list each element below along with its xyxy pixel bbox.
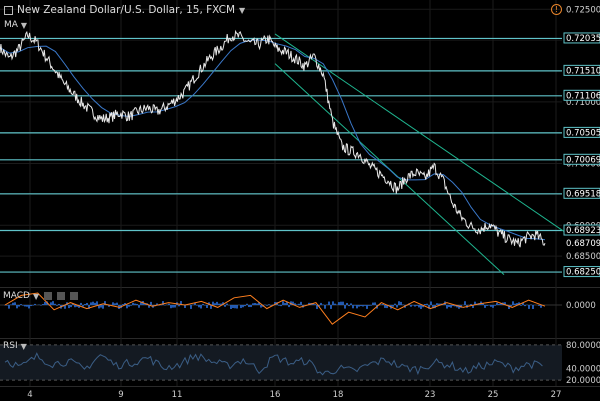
x-tick-label: 9 [118,390,123,400]
chart-header: New Zealand Dollar/U.S. Dollar, 15, FXCM… [4,4,245,16]
macd-chevron-down-icon[interactable]: ▼ [32,291,40,301]
macd-close-icon[interactable] [70,292,79,300]
x-tick-label: 23 [425,390,436,400]
macd-label[interactable]: MACD [3,291,30,301]
x-tick-label: 4 [27,390,32,400]
rsi-label[interactable]: RSI [3,341,18,351]
alert-icon[interactable]: ! [551,4,562,15]
rsi-line [4,352,543,376]
level-label: 0.68923 [566,226,600,236]
price-tick-label: 0.72500 [566,5,600,15]
price-series [0,29,546,248]
chevron-down-icon[interactable]: ▼ [239,5,246,15]
macd-line [4,292,546,325]
level-label: 0.71106 [566,91,600,101]
panel-separators [0,287,600,387]
ma-label[interactable]: MA [4,20,18,30]
rsi-panel [0,344,562,381]
level-label-box [563,153,600,165]
macd-tick-label: 0.0000 [566,301,596,311]
x-tick-label: 27 [551,390,562,400]
level-label: 0.70069 [566,155,600,165]
macd-panel [0,292,562,325]
level-label: 0.70505 [566,128,600,138]
x-tick-label: 25 [488,390,499,400]
macd-settings-icon[interactable] [44,292,53,300]
rsi-tick-label: 40.0000 [566,364,600,374]
rsi-label-group: RSI ▼ [3,341,27,351]
ma-chevron-down-icon[interactable]: ▼ [20,20,28,30]
level-label-box [563,266,600,278]
macd-visibility-icon[interactable] [57,292,66,300]
current-price-label: 0.68709 [566,239,600,249]
price-tick-label: 0.68500 [566,252,600,262]
price-line [0,29,546,248]
ma-label-group: MA ▼ [4,20,27,30]
x-tick-label: 11 [172,390,183,400]
level-label: 0.69518 [566,189,600,199]
level-label-box [563,224,600,236]
chart-title: New Zealand Dollar/U.S. Dollar, 15, FXCM [17,4,235,16]
collapse-icon[interactable] [4,5,13,15]
price-tick-label: 0.71000 [566,98,600,108]
moving-average-line [0,39,546,241]
x-tick-label: 16 [270,390,281,400]
level-label-box [563,187,600,199]
x-tick-label: 18 [333,390,344,400]
rsi-tick-label: 20.0000 [566,376,600,386]
channel-upper-line [274,33,565,232]
level-label-box [563,126,600,138]
level-label: 0.71510 [566,66,600,76]
level-label: 0.68250 [566,268,600,278]
rsi-band [0,344,562,381]
rsi-tick-label: 80.0000 [566,341,600,351]
level-label-box [563,32,600,44]
macd-label-group: MACD ▼ [3,291,79,301]
level-label-box [563,89,600,101]
horizontal-levels [0,37,562,273]
level-label-box [563,64,600,76]
axis-labels: 0.725000.720000.715000.710000.705000.700… [27,5,600,400]
level-label: 0.72035 [566,34,600,44]
price-grid [0,0,562,386]
current-price-box [564,238,600,249]
rsi-chevron-down-icon[interactable]: ▼ [20,341,27,351]
